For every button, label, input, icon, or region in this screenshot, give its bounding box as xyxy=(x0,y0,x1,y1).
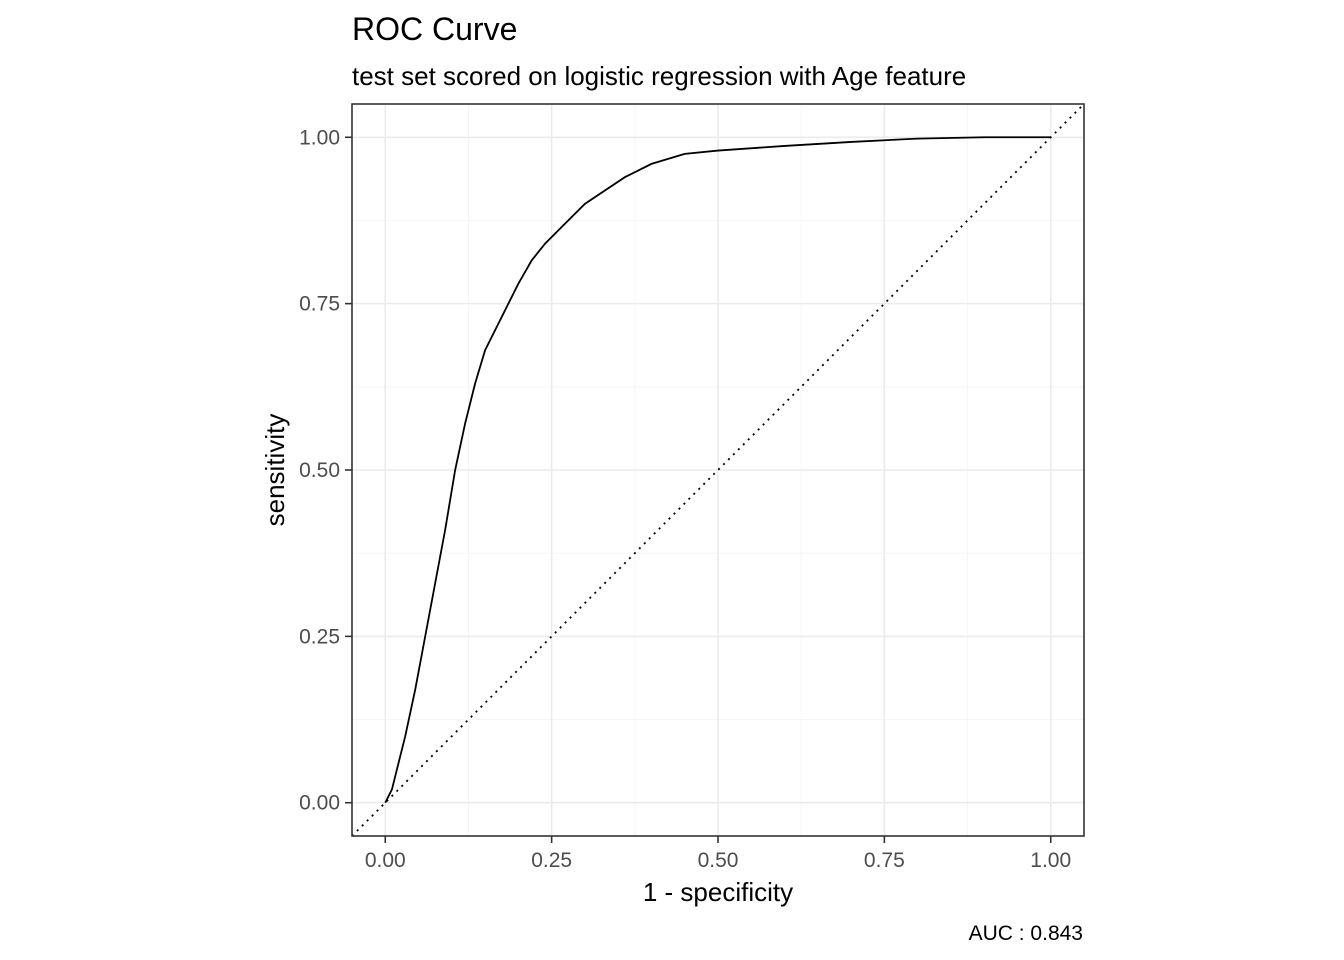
y-tick-label: 1.00 xyxy=(299,126,340,149)
chance-diagonal-line xyxy=(351,103,1085,837)
y-tick-label: 0.00 xyxy=(299,792,340,815)
chart-subtitle: test set scored on logistic regression w… xyxy=(352,61,966,91)
roc-curve-line xyxy=(384,136,1051,804)
auc-caption: AUC : 0.843 xyxy=(969,922,1083,945)
x-tick-label: 0.75 xyxy=(864,849,905,872)
chart-title: ROC Curve xyxy=(352,11,517,47)
x-tick-label: 0.00 xyxy=(365,849,406,872)
y-tick-label: 0.75 xyxy=(299,293,340,316)
y-tick-label: 0.50 xyxy=(299,459,340,482)
x-axis-ticks: 0.00 0.25 0.50 0.75 1.00 xyxy=(365,836,1071,872)
x-tick-label: 0.25 xyxy=(531,849,572,872)
y-axis-ticks: 0.00 0.25 0.50 0.75 1.00 xyxy=(299,126,352,815)
y-axis-title: sensitivity xyxy=(260,414,290,527)
y-tick-label: 0.25 xyxy=(299,625,340,648)
x-tick-label: 1.00 xyxy=(1030,849,1071,872)
x-axis-title: 1 - specificity xyxy=(643,877,793,907)
major-gridlines xyxy=(352,104,1084,836)
plot-series xyxy=(351,103,1085,837)
x-tick-label: 0.50 xyxy=(698,849,739,872)
